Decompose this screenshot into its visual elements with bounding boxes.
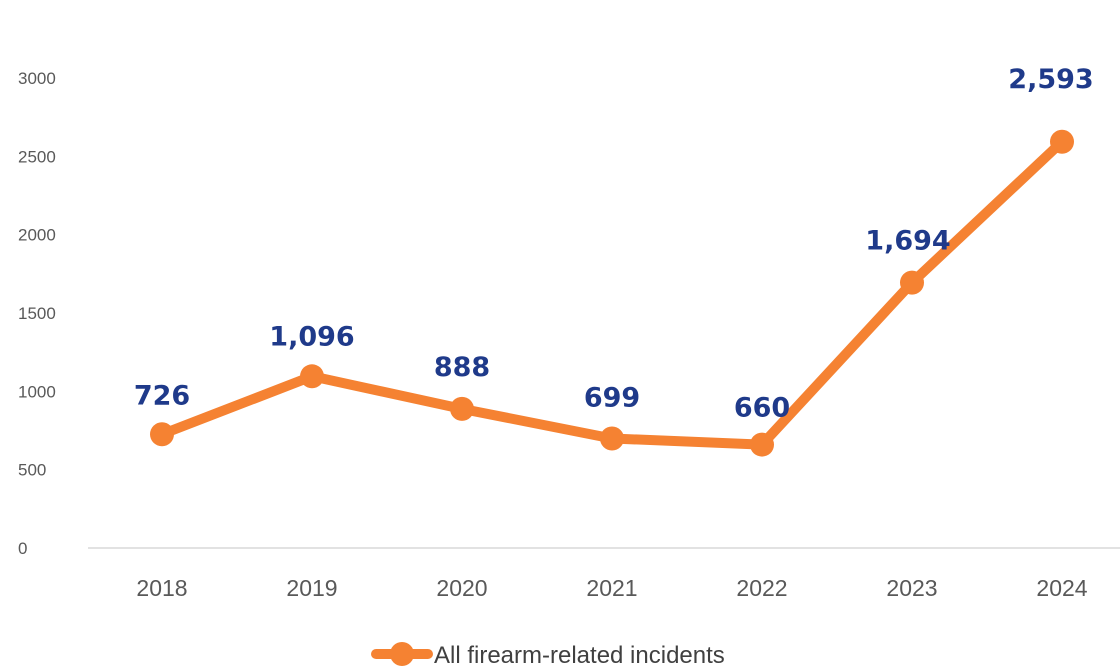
x-axis-ticks: 2018 2019 2020 2021 2022 2023 2024	[136, 575, 1087, 601]
data-label: 888	[434, 352, 490, 383]
y-tick-label: 1000	[18, 382, 56, 401]
x-tick-label: 2022	[736, 575, 787, 601]
data-point	[300, 364, 324, 389]
y-tick-label: 2000	[18, 226, 56, 245]
series-points	[150, 129, 1074, 457]
legend-label: All firearm-related incidents	[434, 642, 725, 668]
x-tick-label: 2019	[286, 575, 337, 601]
data-label: 699	[584, 382, 640, 413]
data-point	[450, 396, 474, 421]
data-labels: 726 1,096 888 699 660 1,694 2,593	[134, 64, 1094, 424]
legend-marker-swatch	[390, 642, 414, 666]
data-label: 1,096	[269, 321, 354, 352]
x-tick-label: 2024	[1036, 575, 1087, 601]
y-tick-label: 0	[18, 539, 27, 558]
y-tick-label: 2500	[18, 147, 56, 166]
y-axis-ticks: 0 500 1000 1500 2000 2500 3000	[18, 69, 56, 558]
data-point	[1050, 129, 1074, 154]
y-tick-label: 3000	[18, 69, 56, 88]
data-label: 2,593	[1008, 64, 1093, 95]
data-point	[150, 422, 174, 447]
x-tick-label: 2021	[586, 575, 637, 601]
data-label: 726	[134, 380, 190, 411]
legend: All firearm-related incidents	[371, 642, 725, 668]
data-point	[600, 426, 624, 451]
data-label: 660	[734, 393, 790, 424]
y-tick-label: 500	[18, 461, 46, 480]
data-label: 1,694	[865, 226, 950, 257]
data-point	[750, 432, 774, 457]
y-tick-label: 1500	[18, 304, 56, 323]
x-tick-label: 2018	[136, 575, 187, 601]
x-tick-label: 2020	[436, 575, 487, 601]
data-point	[900, 270, 924, 295]
x-tick-label: 2023	[886, 575, 937, 601]
